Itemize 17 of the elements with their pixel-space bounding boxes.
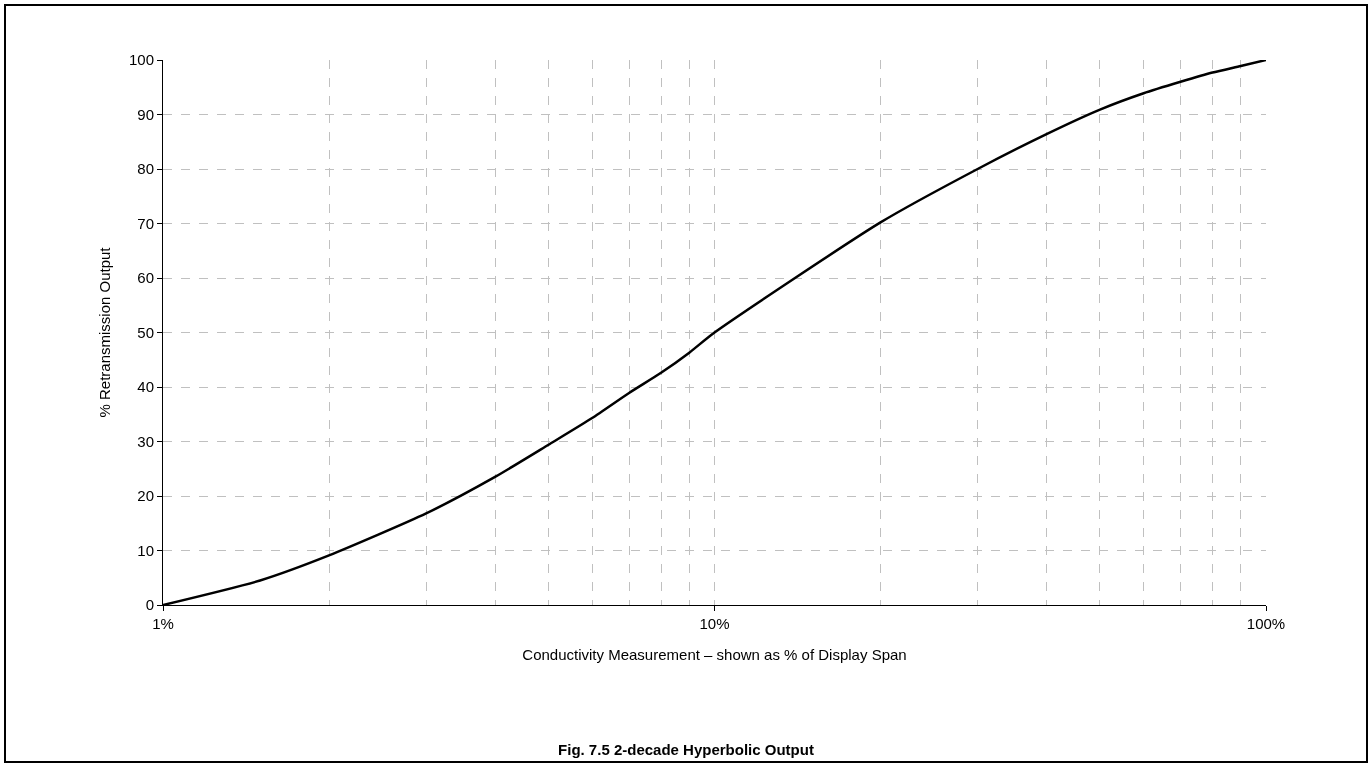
y-tick-label: 90	[137, 105, 154, 123]
y-tick-label: 60	[137, 269, 154, 287]
y-tick-label: 10	[137, 541, 154, 559]
y-tick-label: 70	[137, 214, 154, 232]
y-tick-label: 50	[137, 323, 154, 341]
y-tick-label: 80	[137, 160, 154, 178]
y-tick-label: 30	[137, 432, 154, 450]
x-axis-title: Conductivity Measurement – shown as % of Display Span	[522, 646, 907, 663]
y-tick-label: 40	[137, 378, 154, 396]
y-tick-label: 0	[145, 596, 154, 614]
text: Fig. 7.5 2-decade Hyperbolic Output	[558, 741, 814, 759]
x-tick-label: 10%	[699, 615, 730, 632]
y-tick-label: 100	[128, 51, 154, 69]
x-tick-label: 1%	[152, 615, 174, 632]
y-tick-label: 20	[137, 487, 154, 505]
x-tick-label: 100%	[1246, 615, 1286, 632]
y-axis-title: % Retransmission Output	[96, 246, 114, 418]
